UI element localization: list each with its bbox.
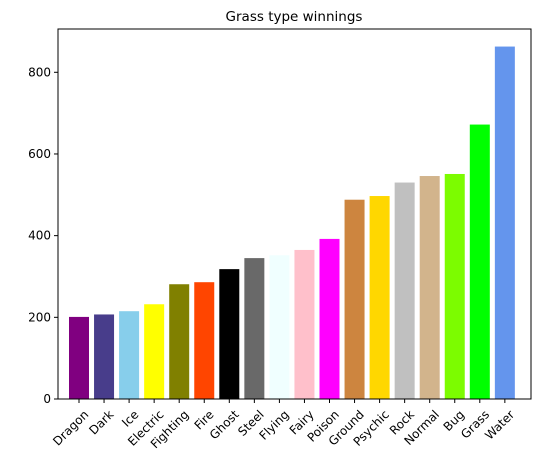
bar-ghost — [219, 269, 240, 399]
bar-bug — [444, 173, 465, 399]
bar-poison — [319, 238, 340, 399]
bar-steel — [244, 258, 265, 399]
bar-fire — [194, 282, 215, 399]
x-tick-label-dragon: Dragon — [50, 407, 91, 448]
bar-rock — [394, 182, 415, 399]
bar-normal — [419, 176, 440, 399]
bar-psychic — [369, 196, 390, 399]
y-tick-label-600: 600 — [28, 147, 51, 161]
bar-grass — [469, 124, 490, 399]
y-tick-label-200: 200 — [28, 310, 51, 324]
y-axis: 0 200 400 600 800 — [28, 65, 58, 406]
bar-water — [494, 46, 515, 400]
chart-title: Grass type winnings — [226, 9, 363, 25]
bar-electric — [144, 304, 165, 399]
y-tick-label-400: 400 — [28, 229, 51, 243]
bars-group — [69, 46, 515, 400]
bar-flying — [269, 255, 290, 399]
y-tick-label-800: 800 — [28, 65, 51, 79]
bar-ice — [119, 311, 140, 399]
bar-fighting — [169, 284, 190, 399]
bar-ground — [344, 199, 365, 399]
bar-fairy — [294, 249, 315, 399]
x-tick-label-ghost: Ghost — [207, 407, 242, 442]
x-tick-label-dark: Dark — [86, 407, 116, 437]
bar-dark — [94, 314, 115, 399]
plot-frame — [57, 28, 532, 400]
bar-dragon — [69, 316, 89, 399]
y-tick-label-0: 0 — [43, 392, 51, 406]
